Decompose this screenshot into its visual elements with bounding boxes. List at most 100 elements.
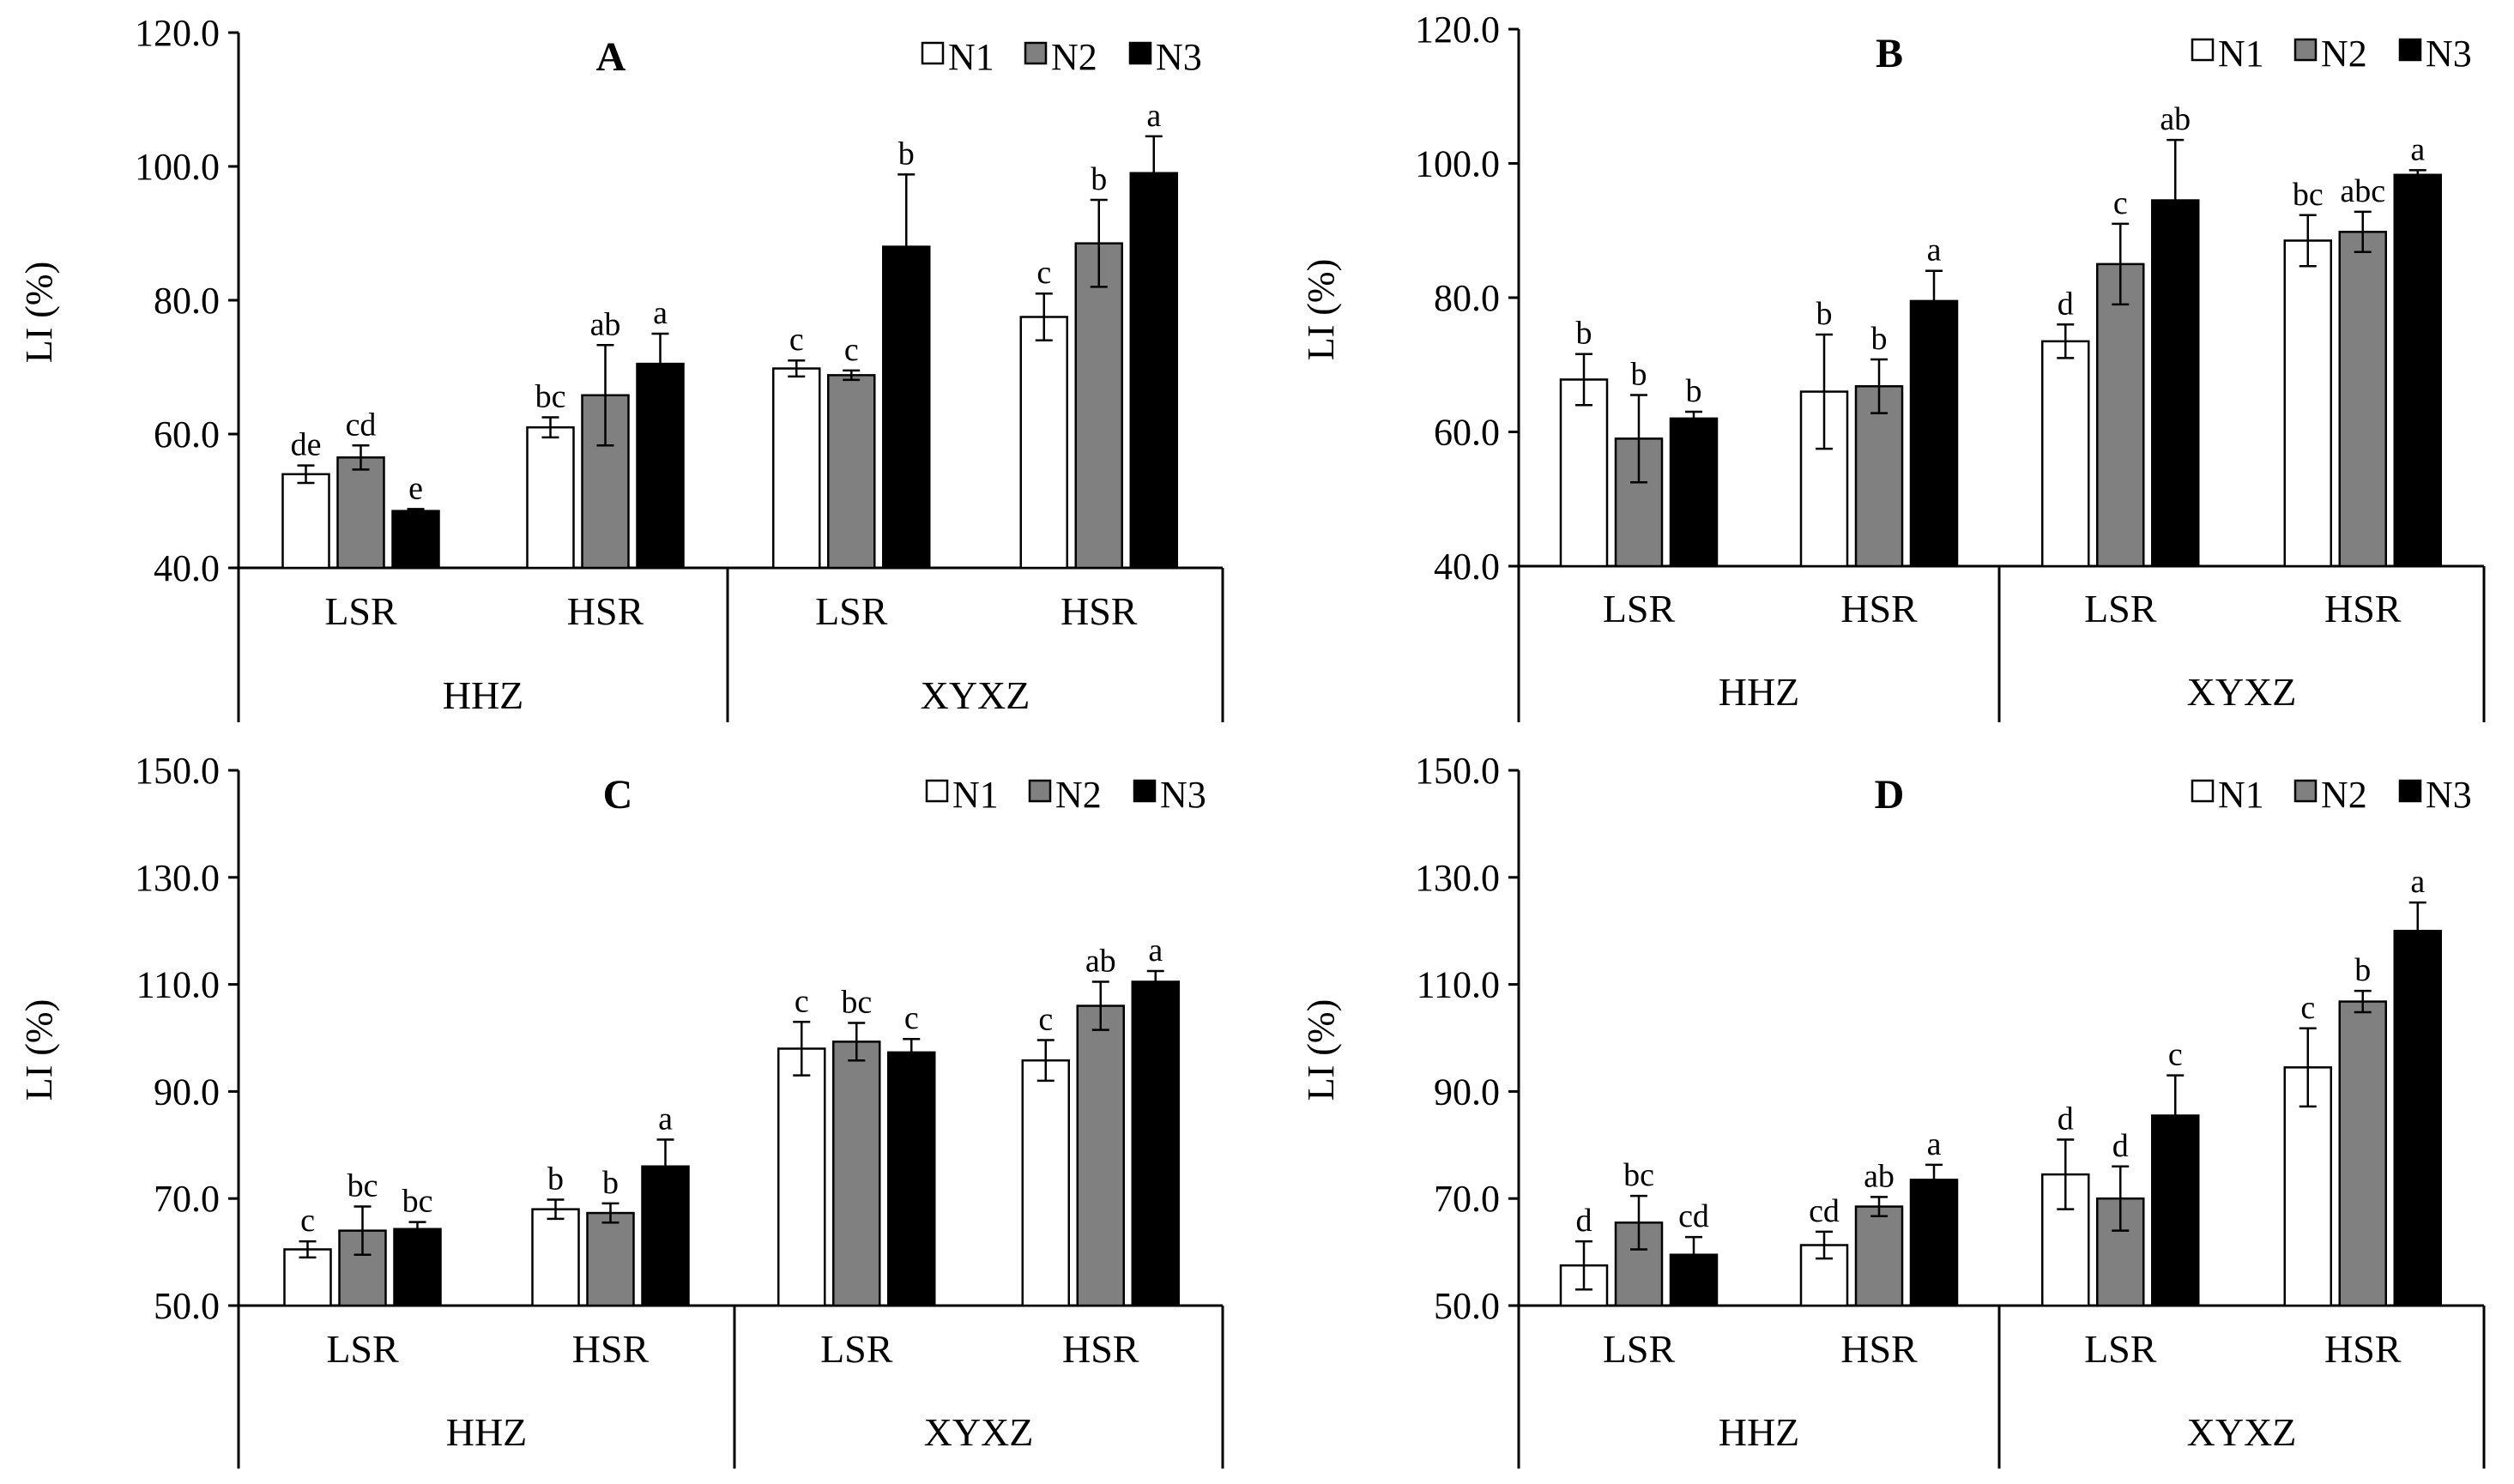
site-label: XYXZ: [2187, 670, 2297, 714]
significance-letter: ab: [1085, 943, 1116, 979]
legend-label: N2: [1051, 36, 1097, 78]
y-tick-label: 90.0: [154, 1071, 220, 1113]
site-label: XYXZ: [2187, 1410, 2297, 1454]
legend: N1 N2 N3: [925, 774, 1206, 816]
significance-letter: c: [789, 322, 804, 358]
legend-label: N2: [2321, 33, 2367, 75]
bar-n3: [1909, 299, 1959, 568]
significance-letter: b: [1871, 321, 1888, 357]
significance-letter: a: [653, 295, 668, 331]
significance-letter: c: [1036, 255, 1051, 291]
legend-swatch-n3: [1133, 779, 1157, 803]
bar-n1: [772, 367, 821, 570]
y-tick-label: 80.0: [1434, 277, 1500, 319]
significance-letter: c: [2168, 1037, 2183, 1073]
bar-n2: [2096, 262, 2145, 568]
category-label: LSR: [326, 1327, 399, 1371]
significance-letter: d: [2058, 286, 2074, 322]
legend-label: N2: [1055, 774, 1102, 816]
bar-n1: [2283, 239, 2332, 568]
bar-n2: [832, 1041, 881, 1307]
bar-n2: [2338, 1000, 2387, 1307]
significance-letter: bc: [347, 1168, 378, 1204]
legend-label: N1: [948, 36, 994, 78]
y-tick-label: 110.0: [136, 964, 220, 1006]
category-label: LSR: [1603, 1327, 1676, 1371]
significance-letter: c: [300, 1203, 315, 1239]
y-tick-label: 40.0: [1434, 546, 1500, 588]
bar-n3: [393, 1228, 442, 1307]
bar-n2: [827, 374, 876, 570]
significance-letter: c: [2113, 185, 2128, 221]
y-tick-label: 70.0: [154, 1178, 220, 1220]
significance-letter: b: [602, 1165, 619, 1201]
y-tick-label: 50.0: [1434, 1285, 1500, 1327]
y-tick-label: 120.0: [1415, 9, 1500, 51]
significance-letter: de: [291, 427, 322, 463]
significance-letter: b: [898, 136, 915, 172]
y-tick-label: 90.0: [1434, 1071, 1500, 1113]
significance-letter: bc: [402, 1184, 433, 1220]
significance-letter: bc: [841, 985, 872, 1021]
bar-n2: [2338, 231, 2387, 568]
legend-label: N3: [2426, 33, 2472, 75]
significance-letter: abc: [2340, 173, 2385, 209]
significance-letter: a: [1148, 932, 1163, 968]
category-label: HSR: [1840, 587, 1918, 630]
significance-letter: d: [1576, 1203, 1592, 1239]
significance-letter: cd: [1809, 1193, 1840, 1229]
y-tick-label: 70.0: [1434, 1178, 1500, 1220]
legend-swatch-n2: [1024, 41, 1048, 65]
category-label: LSR: [324, 589, 397, 633]
legend-swatch-n1: [921, 41, 945, 65]
panel-c: 50.0 70.0 90.0 110.0 130.0 150.0 LI (%) LSR HSR L…: [18, 750, 1224, 1469]
y-axis-title: LI (%): [18, 999, 60, 1101]
y-tick-label: 130.0: [135, 857, 220, 899]
category-label: LSR: [1603, 587, 1676, 630]
bar-n2: [1854, 385, 1904, 568]
legend-label: N3: [1160, 774, 1206, 816]
bar-n3: [887, 1051, 936, 1307]
bar-n3: [1131, 980, 1180, 1307]
y-axis-title: LI (%): [18, 262, 60, 364]
legend-swatch-n1: [2191, 38, 2215, 62]
legend-label: N3: [1156, 36, 1202, 78]
y-tick-label: 130.0: [1415, 857, 1500, 899]
bar-n1: [526, 425, 575, 570]
significance-letter: b: [547, 1161, 564, 1197]
legend: N1 N2 N3: [2191, 774, 2472, 816]
panel-title: D: [1875, 772, 1905, 817]
y-tick-label: 50.0: [154, 1285, 220, 1327]
significance-letter: c: [904, 1000, 919, 1036]
y-tick-label: 120.0: [135, 12, 220, 54]
significance-letter: a: [2410, 131, 2425, 167]
bar-n1: [281, 473, 330, 570]
site-label: HHZ: [1719, 1410, 1800, 1454]
significance-letter: bc: [2293, 177, 2324, 213]
bar-n2: [1076, 1004, 1125, 1307]
significance-letter: a: [658, 1101, 673, 1137]
bar-n2: [1074, 242, 1123, 570]
category-label: HSR: [572, 1327, 650, 1371]
bar-n2: [586, 1211, 635, 1307]
significance-letter: c: [844, 332, 859, 368]
significance-letter: a: [1146, 98, 1161, 134]
category-label: HSR: [1061, 589, 1138, 633]
y-tick-label: 40.0: [154, 547, 220, 589]
site-label: XYXZ: [921, 673, 1030, 717]
category-label: LSR: [2084, 1327, 2157, 1371]
significance-letter: b: [1091, 161, 1107, 197]
panel-a: 40.0 60.0 80.0 100.0 120.0 LI (%) LSR HSR LSR HSR…: [18, 12, 1224, 722]
significance-letter: b: [1686, 373, 1702, 409]
significance-letter: b: [1576, 316, 1592, 352]
panel-title: B: [1876, 31, 1903, 76]
y-tick-label: 80.0: [154, 280, 220, 322]
significance-letter: e: [408, 470, 423, 506]
bar-n1: [1559, 378, 1609, 568]
significance-letter: cd: [346, 407, 377, 443]
legend-swatch-n3: [1128, 41, 1152, 65]
significance-letter: ab: [590, 306, 621, 342]
significance-letter: c: [795, 983, 809, 1019]
significance-letter: ab: [1864, 1158, 1895, 1194]
category-label: HSR: [1840, 1327, 1918, 1371]
